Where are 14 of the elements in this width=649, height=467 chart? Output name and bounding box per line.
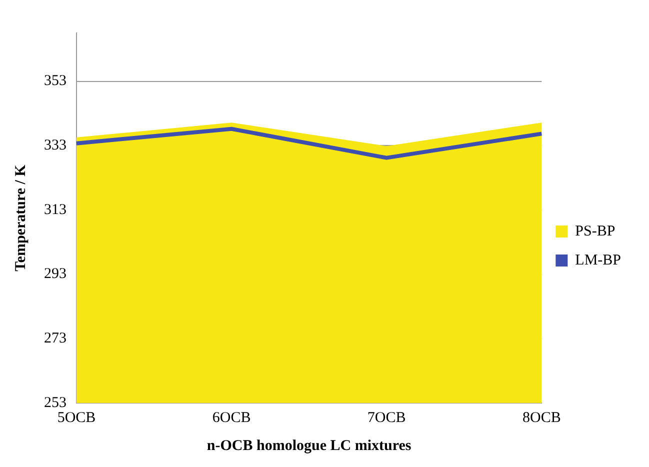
y-tick-label: 253 xyxy=(44,394,66,411)
legend-label: PS-BP xyxy=(575,223,616,240)
x-tick-label: 5OCB xyxy=(57,410,96,426)
x-tick-label: 8OCB xyxy=(522,410,561,426)
x-tick-label: 7OCB xyxy=(367,410,406,426)
x-axis-title: n-OCB homologue LC mixtures xyxy=(206,438,412,454)
y-tick-label: 333 xyxy=(44,138,66,154)
y-tick-label: 313 xyxy=(44,202,66,218)
legend-label: LM-BP xyxy=(575,252,621,268)
x-tick-label: 6OCB xyxy=(212,410,251,426)
y-tick-label: 353 xyxy=(44,73,66,90)
y-tick-label: 273 xyxy=(44,330,66,347)
y-axis-title: Temperature / K xyxy=(12,164,29,272)
y-tick-label: 293 xyxy=(44,266,66,282)
